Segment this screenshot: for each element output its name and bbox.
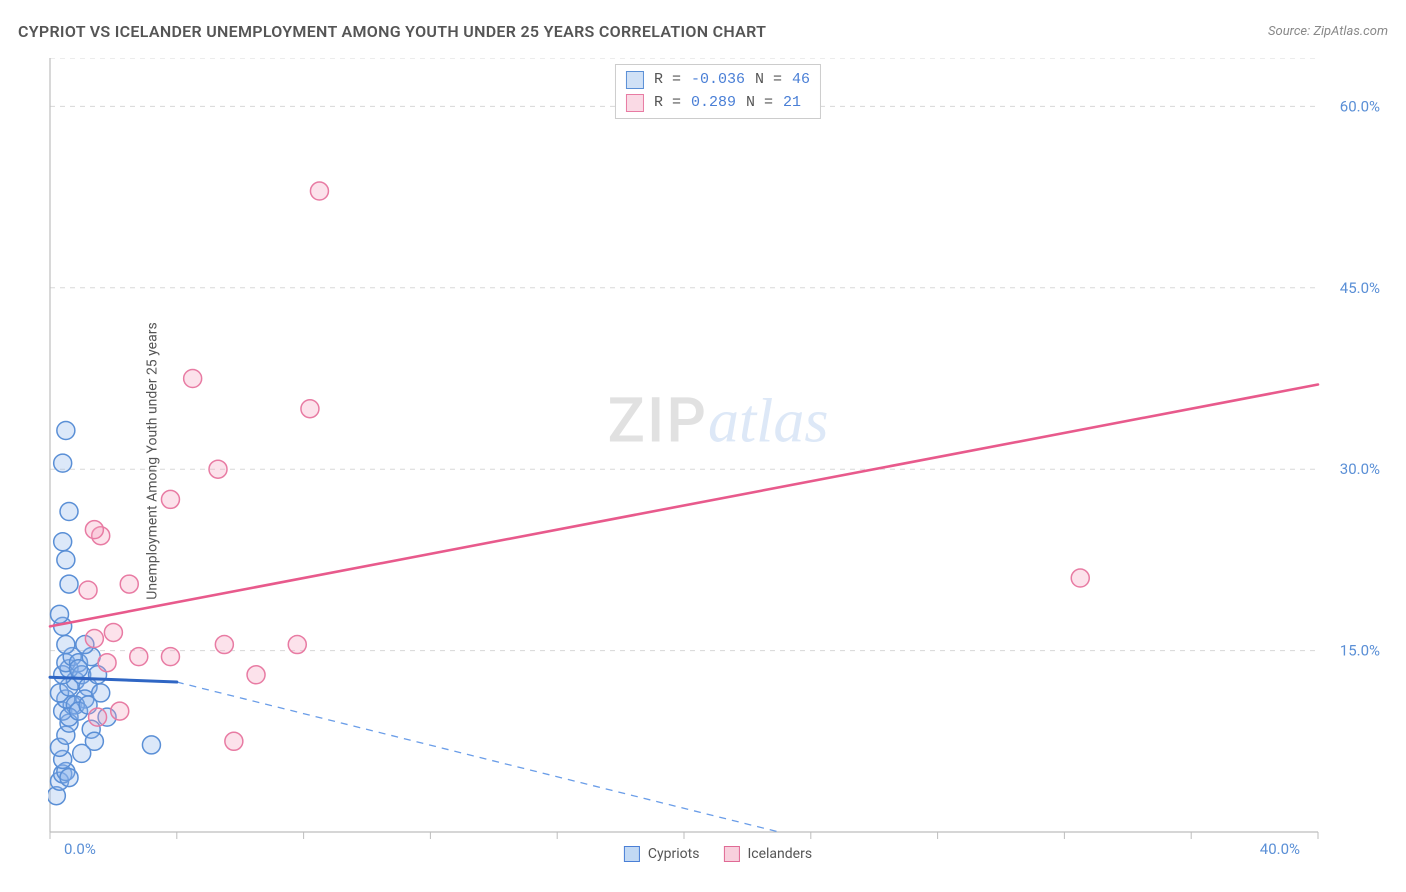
svg-text:30.0%: 30.0% — [1340, 460, 1380, 478]
chart-header: CYPRIOT VS ICELANDER UNEMPLOYMENT AMONG … — [18, 22, 1388, 41]
bottom-legend: Cypriots Icelanders — [624, 846, 812, 862]
legend-label: Icelanders — [747, 846, 812, 862]
legend-item-cypriots: Cypriots — [624, 846, 700, 862]
swatch-blue-icon — [624, 846, 640, 862]
stats-box: R = -0.036 N = 46 R = 0.289 N = 21 — [615, 64, 821, 119]
legend-item-icelanders: Icelanders — [723, 846, 812, 862]
stats-row-icelanders: R = 0.289 N = 21 — [626, 92, 810, 115]
chart-source: Source: ZipAtlas.com — [1268, 24, 1388, 39]
svg-text:45.0%: 45.0% — [1340, 279, 1380, 297]
legend-label: Cypriots — [648, 846, 700, 862]
swatch-pink-icon — [723, 846, 739, 862]
svg-text:40.0%: 40.0% — [1260, 840, 1300, 858]
chart-title: CYPRIOT VS ICELANDER UNEMPLOYMENT AMONG … — [18, 22, 766, 41]
chart-container: Unemployment Among Youth under 25 years … — [48, 58, 1388, 864]
swatch-blue-icon — [626, 71, 644, 89]
swatch-pink-icon — [626, 94, 644, 112]
scatter-plot: 0.0% 40.0% 15.0% 30.0% 45.0% 60.0% — [48, 58, 1388, 864]
svg-text:60.0%: 60.0% — [1340, 97, 1380, 115]
svg-text:0.0%: 0.0% — [64, 840, 96, 858]
stats-row-cypriots: R = -0.036 N = 46 — [626, 69, 810, 92]
svg-text:15.0%: 15.0% — [1340, 642, 1380, 660]
